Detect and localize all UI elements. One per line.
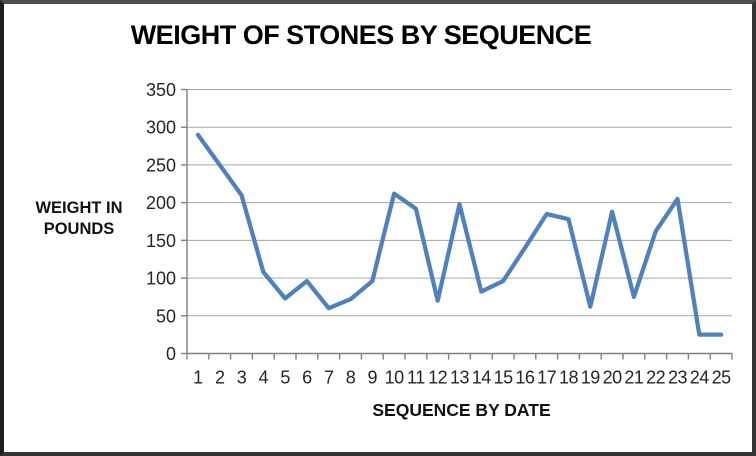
x-tick-label-19: 19 — [581, 368, 601, 388]
x-tick-label-9: 9 — [368, 368, 378, 388]
x-tick-label-5: 5 — [280, 368, 290, 388]
y-tick-label-250: 250 — [146, 155, 176, 175]
x-tick-label-25: 25 — [712, 368, 732, 388]
y-tick-label-0: 0 — [166, 344, 176, 364]
x-tick-label-23: 23 — [668, 368, 688, 388]
weight-series-line — [195, 132, 724, 337]
x-tick-label-17: 17 — [537, 368, 557, 388]
x-tick-label-4: 4 — [259, 368, 269, 388]
x-tick-label-20: 20 — [603, 368, 623, 388]
y-tick-label-100: 100 — [146, 269, 176, 289]
x-tick-label-16: 16 — [515, 368, 535, 388]
x-tick-label-22: 22 — [646, 368, 666, 388]
x-tick-label-15: 15 — [494, 368, 514, 388]
x-tick-label-21: 21 — [624, 368, 644, 388]
y-tick-label-350: 350 — [146, 80, 176, 100]
x-tick-label-13: 13 — [450, 368, 470, 388]
x-tick-label-14: 14 — [472, 368, 492, 388]
x-tick-label-2: 2 — [215, 368, 225, 388]
y-axis-title: WEIGHT IN POUNDS — [20, 198, 138, 240]
x-tick-label-3: 3 — [237, 368, 247, 388]
x-tick-label-1: 1 — [193, 368, 203, 388]
x-axis-title: SEQUENCE BY DATE — [372, 400, 551, 420]
x-tick-label-24: 24 — [690, 368, 710, 388]
y-tick-label-300: 300 — [146, 118, 176, 138]
x-tick-label-11: 11 — [407, 368, 425, 388]
y-axis-title-line1: WEIGHT IN — [35, 199, 123, 217]
y-tick-label-50: 50 — [156, 306, 176, 326]
x-tick-label-8: 8 — [346, 368, 356, 388]
y-tick-label-150: 150 — [146, 231, 176, 251]
y-axis-title-line2: POUNDS — [43, 220, 115, 238]
y-tick-label-200: 200 — [146, 193, 176, 213]
x-tick-label-7: 7 — [324, 368, 334, 388]
x-tick-label-6: 6 — [302, 368, 312, 388]
chart-title: WEIGHT OF STONES BY SEQUENCE — [130, 20, 592, 50]
x-tick-label-12: 12 — [428, 368, 448, 388]
x-tick-label-10: 10 — [385, 368, 405, 388]
x-tick-label-18: 18 — [559, 368, 579, 388]
